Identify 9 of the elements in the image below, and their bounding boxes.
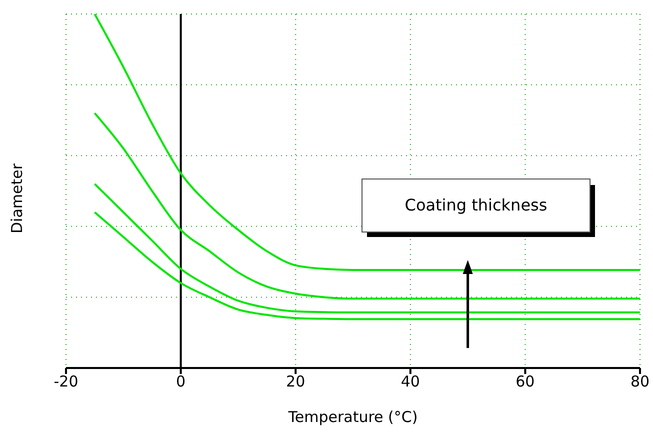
annotation: Coating thickness xyxy=(404,195,548,214)
x-tick-label: 60 xyxy=(516,372,535,391)
x-axis-title: Temperature (°C) xyxy=(287,408,418,426)
x-tick-label: 80 xyxy=(630,372,650,391)
x-tick-label: 40 xyxy=(400,372,420,391)
x-tick-label: 0 xyxy=(176,372,186,391)
x-tick-label: 20 xyxy=(286,372,306,391)
y-axis-title: Diameter xyxy=(8,162,26,234)
x-tick-label: -20 xyxy=(54,372,78,391)
